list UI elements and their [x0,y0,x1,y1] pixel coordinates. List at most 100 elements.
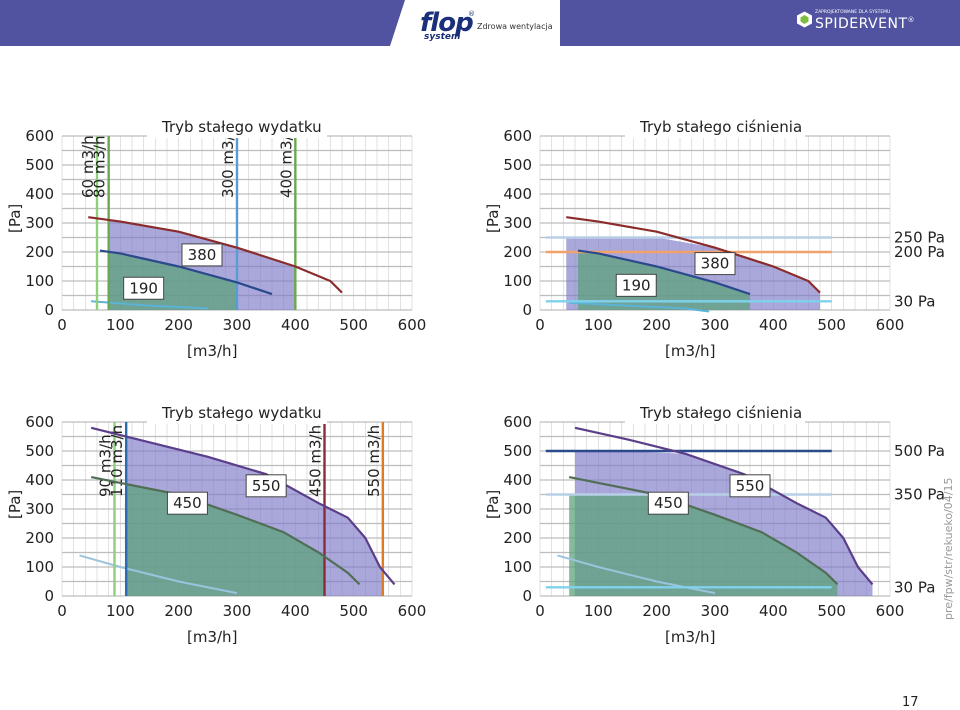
y-tick-label: 100 [25,558,54,576]
x-tick-label: 100 [106,602,135,620]
flow-label-60: 60 m3/h [79,135,97,198]
x-axis-label: [m3/h] [665,628,715,646]
y-tick-label: 500 [25,156,54,174]
x-tick-label: 600 [398,602,427,620]
label-box-text-190: 190 [129,279,158,297]
label-box-text-190: 190 [622,276,651,294]
x-tick-label: 200 [164,602,193,620]
y-axis-label: [Pa] [484,490,502,519]
chart-title: Tryb stałego wydatku [161,118,322,136]
y-tick-label: 200 [503,243,532,261]
x-tick-label: 200 [642,316,671,334]
x-tick-label: 500 [817,602,846,620]
curve-190 [577,249,751,296]
curve-550 [574,426,874,586]
plot-group: 60 m3/h80 m3/h 300 m3/h 400 m3/h 380 190 0 100… [6,114,426,360]
label-box-text-380: 380 [188,246,217,264]
y-tick-label: 300 [503,214,532,232]
curve-380 [88,216,343,294]
label-box-450 [647,491,689,515]
spidervent-icon [797,11,812,28]
y-tick-label: 500 [503,442,532,460]
y-tick-label: 400 [503,185,532,203]
y-tick-label: 200 [503,529,532,547]
y-tick-label: 600 [25,413,54,431]
x-tick-label: 600 [876,316,905,334]
label-box-550 [729,474,771,498]
y-tick-label: 0 [522,301,532,319]
flow-label-450: 450 m3/h [307,425,325,497]
label-box-190 [123,276,165,300]
y-tick-label: 0 [522,587,532,605]
curve-minimum [569,301,710,313]
y-tick-label: 400 [25,185,54,203]
curve-450 [90,476,361,586]
x-tick-label: 200 [642,602,671,620]
label-box-190 [615,273,657,297]
x-tick-label: 600 [876,602,905,620]
header-banner [0,0,960,46]
chart-title: Tryb stałego ciśnienia [639,118,802,136]
curve-450 [568,476,839,586]
y-tick-label: 200 [25,529,54,547]
x-tick-label: 300 [223,316,252,334]
chart-bottom-right: 500 Pa 350 Pa 30 Pa 550 450 0 100 200 300 400 500 6… [484,400,945,646]
page-number: 17 [902,695,919,710]
y-tick-label: 400 [503,471,532,489]
flow-label-550: 550 m3/h [365,425,383,497]
banner-white-wedge [390,0,575,46]
label-box-text-450: 450 [173,494,202,512]
pressure-label-30: 30 Pa [894,292,935,310]
x-axis-label: [m3/h] [187,628,237,646]
label-box-text-450: 450 [654,494,683,512]
x-tick-label: 100 [584,316,613,334]
label-box-550 [245,474,287,498]
x-tick-label: 500 [339,316,368,334]
title-background [147,114,327,138]
banner-slant [560,0,590,46]
y-tick-label: 0 [44,301,54,319]
y-tick-label: 300 [25,214,54,232]
banner-left-bar [0,0,420,46]
brand-registered-mark: ® [468,10,475,18]
x-tick-label: 0 [535,316,545,334]
x-tick-label: 100 [584,602,613,620]
title-background [625,114,805,138]
partner-name: SPIDERVENT® [815,16,915,32]
flow-label-110: 110 m3/h [108,425,126,497]
curve-550 [90,426,396,586]
x-tick-label: 0 [57,316,67,334]
y-tick-label: 300 [25,500,54,518]
y-tick-label: 500 [503,156,532,174]
x-tick-label: 500 [339,602,368,620]
y-tick-label: 500 [25,442,54,460]
label-box-450 [166,491,208,515]
y-tick-label: 200 [25,243,54,261]
partner-caption: ZAPROJEKTOWANE DLA SYSTEMU [815,10,891,15]
title-background [625,400,805,424]
x-tick-label: 300 [701,316,730,334]
y-tick-label: 0 [44,587,54,605]
chart-top-left: 60 m3/h80 m3/h 300 m3/h 400 m3/h 380 190 0 100… [6,114,426,360]
area-inner-range [569,494,838,596]
y-axis-label: [Pa] [484,204,502,233]
x-tick-label: 300 [701,602,730,620]
x-tick-label: 500 [817,316,846,334]
partner-name-text: SPIDERVENT [815,16,908,32]
banner-right-bar [560,0,960,46]
partner-mark: ® [907,16,915,24]
brand-logo-system: system [424,32,461,42]
x-tick-label: 400 [759,602,788,620]
document-reference: pre/fpw/str/rekueko/04/15 [942,477,955,620]
brand-tagline: Zdrowa wentylacja [477,22,553,31]
pressure-label-500: 500 Pa [894,442,945,460]
label-box-text-550: 550 [736,477,765,495]
pressure-label-30: 30 Pa [894,578,935,596]
flow-label-300: 300 m3/h [219,126,237,198]
label-box-text-380: 380 [701,255,730,273]
y-tick-label: 300 [503,500,532,518]
flow-label-80: 80 m3/h [91,135,109,198]
